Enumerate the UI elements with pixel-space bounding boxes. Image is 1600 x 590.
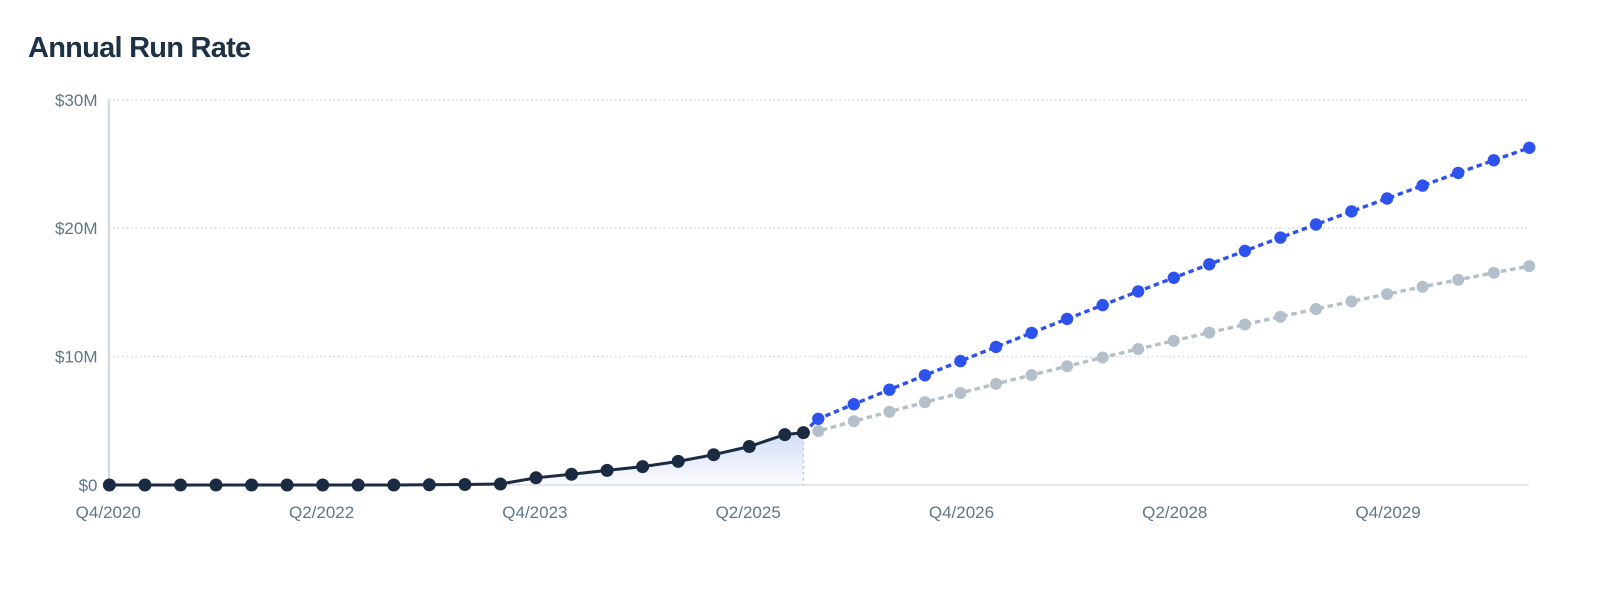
svg-text:Q2/2022: Q2/2022 [289,503,354,522]
svg-text:Q4/2029: Q4/2029 [1355,503,1420,522]
svg-text:Q4/2020: Q4/2020 [76,503,141,522]
svg-text:Q2/2025: Q2/2025 [716,503,781,522]
svg-text:Q4/2023: Q4/2023 [502,503,567,522]
svg-text:$10M: $10M [55,348,98,367]
svg-text:$20M: $20M [55,219,98,238]
svg-text:$30M: $30M [55,91,98,110]
svg-text:$0: $0 [79,476,98,495]
svg-text:Q2/2028: Q2/2028 [1142,503,1207,522]
svg-text:Q4/2026: Q4/2026 [929,503,994,522]
